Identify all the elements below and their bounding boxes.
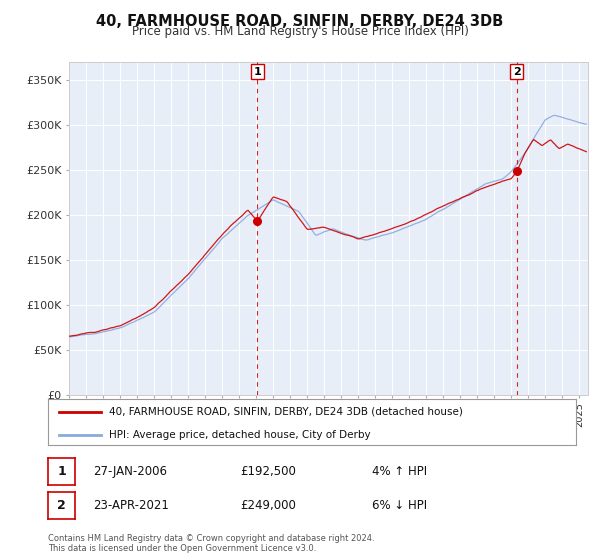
Text: 1: 1 [253, 67, 261, 77]
Text: 2: 2 [57, 498, 66, 512]
Text: 6% ↓ HPI: 6% ↓ HPI [372, 498, 427, 512]
Text: 2: 2 [513, 67, 521, 77]
Text: 1: 1 [57, 465, 66, 478]
Text: Price paid vs. HM Land Registry's House Price Index (HPI): Price paid vs. HM Land Registry's House … [131, 25, 469, 38]
Text: This data is licensed under the Open Government Licence v3.0.: This data is licensed under the Open Gov… [48, 544, 316, 553]
Text: 40, FARMHOUSE ROAD, SINFIN, DERBY, DE24 3DB: 40, FARMHOUSE ROAD, SINFIN, DERBY, DE24 … [97, 14, 503, 29]
Text: HPI: Average price, detached house, City of Derby: HPI: Average price, detached house, City… [109, 430, 370, 440]
Text: £192,500: £192,500 [240, 465, 296, 478]
Text: 4% ↑ HPI: 4% ↑ HPI [372, 465, 427, 478]
Text: 23-APR-2021: 23-APR-2021 [93, 498, 169, 512]
Text: 40, FARMHOUSE ROAD, SINFIN, DERBY, DE24 3DB (detached house): 40, FARMHOUSE ROAD, SINFIN, DERBY, DE24 … [109, 407, 463, 417]
Text: £249,000: £249,000 [240, 498, 296, 512]
Text: 27-JAN-2006: 27-JAN-2006 [93, 465, 167, 478]
Text: Contains HM Land Registry data © Crown copyright and database right 2024.: Contains HM Land Registry data © Crown c… [48, 534, 374, 543]
